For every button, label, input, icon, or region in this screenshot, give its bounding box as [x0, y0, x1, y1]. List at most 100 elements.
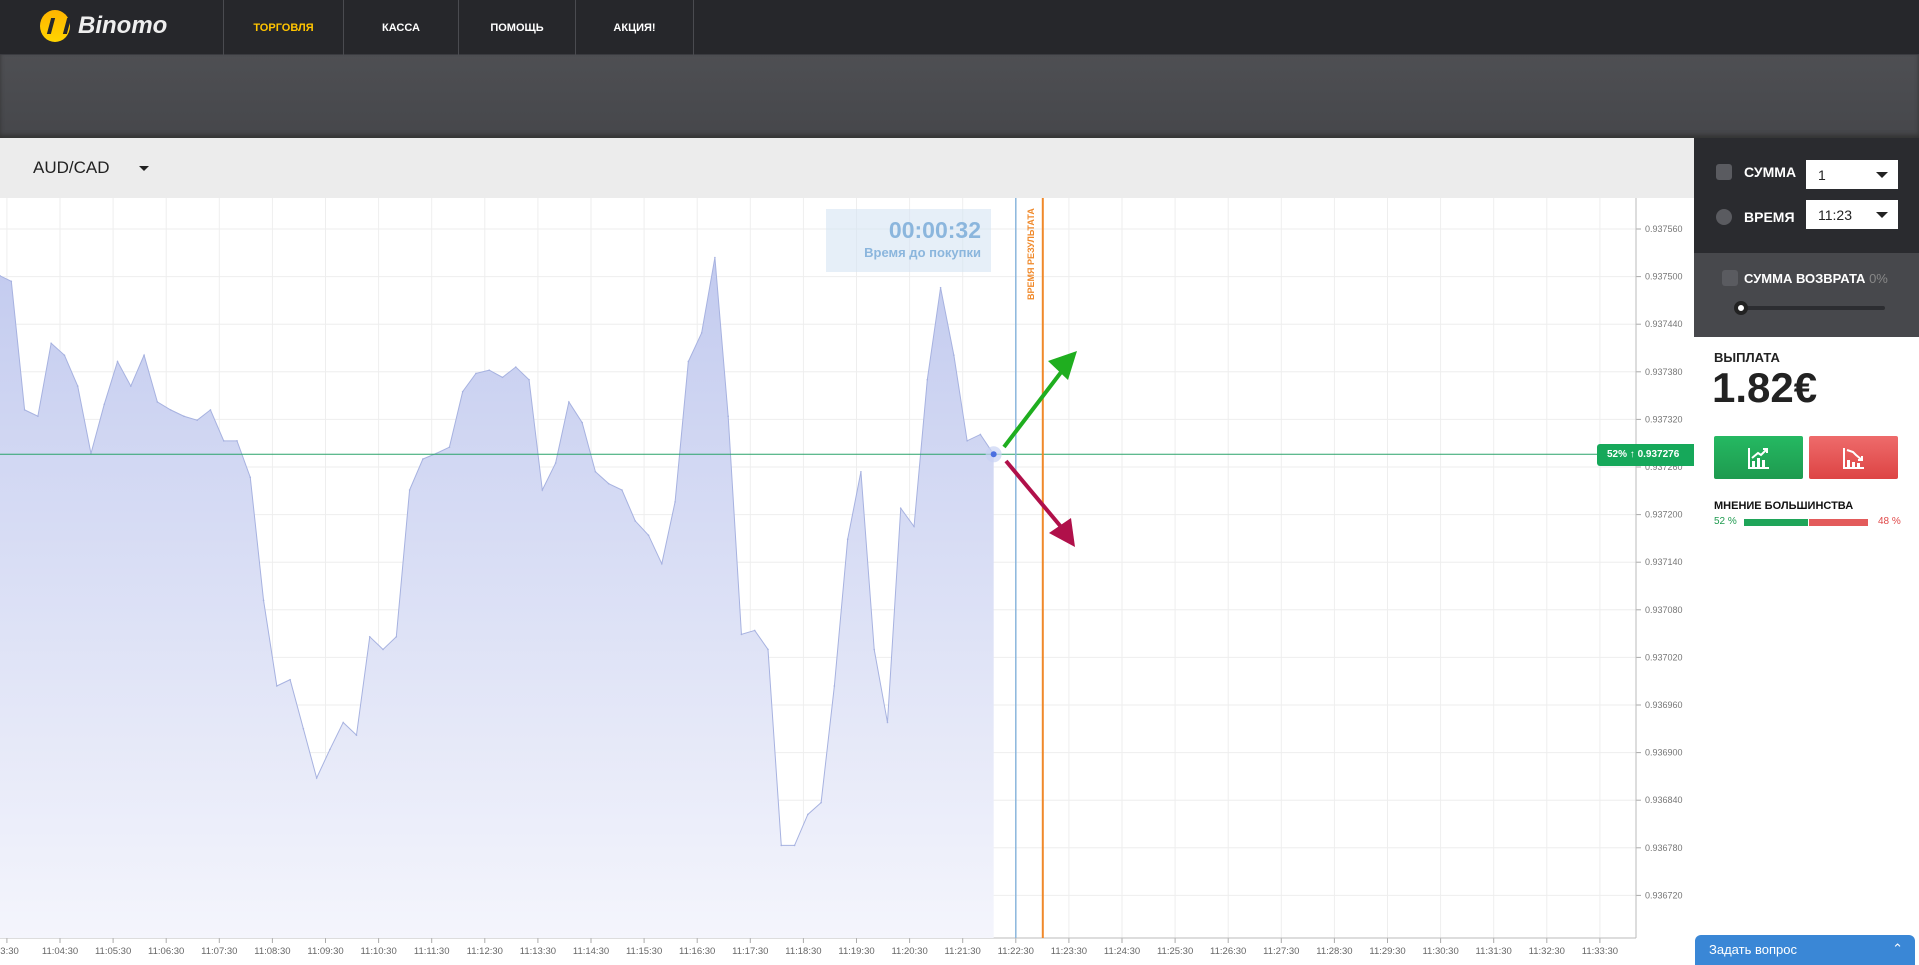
time-value: 11:23 [1818, 207, 1852, 223]
current-point [990, 451, 997, 458]
time-label: ВРЕМЯ [1744, 209, 1795, 225]
price-area [0, 257, 994, 938]
down-arrow-head [1049, 518, 1075, 547]
price-point [594, 470, 597, 473]
y-tick-label: 0.936900 [1645, 748, 1683, 758]
price-point [714, 256, 716, 259]
price-point [860, 470, 862, 473]
refund-value: 0% [1869, 271, 1888, 286]
y-tick-label: 0.937200 [1645, 510, 1683, 520]
x-tick-label: 11:33:30 [1582, 946, 1618, 957]
x-tick-label: 11:21:30 [945, 946, 981, 957]
price-point [116, 360, 119, 363]
x-tick-label: 11:30:30 [1422, 946, 1458, 957]
chart-up-icon [1747, 447, 1769, 469]
call-up-button[interactable] [1714, 436, 1803, 479]
amount-select[interactable]: 1 [1806, 160, 1898, 189]
x-tick-label: 11:12:30 [467, 946, 503, 957]
x-tick-label: 11:19:30 [838, 946, 874, 957]
up-arrow-head [1048, 351, 1077, 380]
nav-promo[interactable]: АКЦИЯ! [575, 0, 694, 55]
price-point [130, 385, 132, 387]
top-nav-bar: Binomo ТОРГОВЛЯ КАССА ПОМОЩЬ АКЦИЯ! [0, 0, 1919, 55]
x-tick-label: 11:13:30 [520, 946, 556, 957]
y-tick-label: 0.936840 [1645, 795, 1683, 805]
majority-percent: 52% [1607, 449, 1628, 460]
price-point [780, 844, 783, 847]
price-point [674, 501, 676, 503]
price-point [727, 415, 729, 418]
price-point [382, 648, 384, 651]
price-point [262, 599, 265, 602]
price-point [514, 366, 517, 368]
y-tick-label: 0.937320 [1645, 414, 1683, 424]
majority-label: МНЕНИЕ БОЛЬШИНСТВА [1714, 500, 1854, 512]
price-point [634, 520, 637, 522]
price-point [621, 489, 623, 491]
price-point [541, 489, 544, 491]
x-tick-label: 11:25:30 [1157, 946, 1193, 957]
brand-name: Binomo [78, 12, 168, 39]
binomo-logo[interactable]: Binomo [40, 10, 167, 42]
x-tick-label: 11:14:30 [573, 946, 609, 957]
nav-help[interactable]: ПОМОЩЬ [458, 0, 575, 55]
x-tick-label: 11:07:30 [201, 946, 237, 957]
refund-slider[interactable] [1740, 306, 1885, 310]
chevron-down-icon [1876, 172, 1888, 184]
price-point [395, 635, 398, 638]
x-tick-label: 11:10:30 [360, 946, 396, 957]
price-point [222, 440, 225, 442]
price-chart[interactable]: 0.937560 0.937500 0.937440 0.937380 0.937320… [0, 198, 1694, 960]
majority-down-bar [1809, 519, 1868, 526]
refund-section: СУММА ВОЗВРАТА 0% [1694, 253, 1919, 337]
y-tick-label: 0.937440 [1645, 319, 1683, 329]
timer-value: 00:00:32 [888, 217, 981, 243]
price-point [501, 376, 504, 379]
nav-cashier[interactable]: КАССА [343, 0, 458, 55]
y-tick-label: 0.937080 [1645, 605, 1683, 615]
price-point [687, 360, 690, 363]
trade-panel: СУММА 1 ВРЕМЯ 11:23 СУММА ВОЗВРАТА 0% ВЫ… [1694, 138, 1919, 960]
x-tick-label: 11:15:30 [626, 946, 662, 957]
refund-slider-handle[interactable] [1734, 301, 1748, 315]
price-point [753, 629, 756, 632]
price-point [315, 777, 318, 779]
price-point [63, 354, 66, 356]
logo-icon [40, 10, 70, 42]
x-tick-label: 11:11:30 [414, 946, 450, 957]
price-point [607, 482, 610, 485]
purchase-timer: 00:00:32 Время до покупки [826, 209, 991, 272]
asset-bar: AUD/CAD [0, 138, 1694, 198]
put-down-button[interactable] [1809, 436, 1898, 479]
x-tick-label: 11:09:30 [307, 946, 343, 957]
chevron-down-icon [1876, 212, 1888, 224]
nav-trading[interactable]: ТОРГОВЛЯ [223, 0, 343, 55]
chevron-up-icon: ⌃ [1892, 941, 1903, 956]
x-tick-label: 11:08:30 [254, 946, 290, 957]
x-tick-label: 11:18:30 [785, 946, 821, 957]
x-tick-label: 11:26:30 [1210, 946, 1246, 957]
price-line [0, 257, 995, 846]
sub-header-band [0, 55, 1919, 138]
x-tick-label: 03:30 [0, 946, 19, 957]
price-point [807, 813, 809, 816]
x-tick-label: 11:20:30 [891, 946, 927, 957]
price-point [926, 378, 929, 381]
y-tick-label: 0.937020 [1645, 652, 1683, 662]
majority-up: 52 % [1714, 516, 1737, 527]
price-point [50, 342, 52, 345]
time-select[interactable]: 11:23 [1806, 200, 1898, 229]
price-point [913, 525, 915, 528]
chart-down-icon [1842, 447, 1864, 469]
price-point [873, 648, 875, 651]
asset-selector[interactable]: AUD/CAD [33, 158, 110, 177]
price-point [966, 440, 968, 442]
price-point [661, 562, 663, 565]
safe-icon [1722, 270, 1738, 286]
price-point [939, 286, 942, 289]
chevron-down-icon[interactable] [139, 166, 149, 176]
price-point [183, 415, 185, 418]
ask-question-button[interactable]: Задать вопрос ⌃ [1695, 935, 1915, 965]
payout-label: ВЫПЛАТА [1714, 350, 1780, 365]
amount-label: СУММА [1744, 164, 1797, 180]
